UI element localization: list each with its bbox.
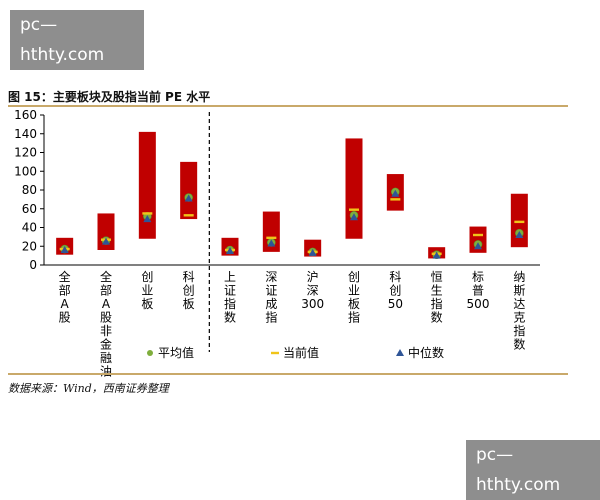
range-bar xyxy=(510,193,528,248)
current-marker xyxy=(142,212,153,215)
legend-label: 中位数 xyxy=(408,345,444,360)
y-tick-label: 140 xyxy=(14,127,37,141)
category-label: 科创 50 xyxy=(388,270,403,311)
figure-title: 图 15：主要板块及股指当前 PE 水平 xyxy=(8,90,211,104)
y-tick-label: 20 xyxy=(22,239,37,253)
y-tick-label: 100 xyxy=(14,164,37,178)
category-label: 深证成指 xyxy=(265,270,277,325)
current-marker xyxy=(183,214,194,217)
category-label: 标普 500 xyxy=(467,270,490,311)
y-tick-label: 40 xyxy=(22,221,37,235)
current-marker xyxy=(266,236,277,240)
median-marker xyxy=(308,248,317,256)
median-marker xyxy=(350,213,358,221)
current-marker xyxy=(349,208,359,211)
median-marker xyxy=(391,189,400,197)
source-rule xyxy=(8,373,568,375)
range-bar xyxy=(262,211,280,252)
category-label: 全部 A 股 xyxy=(59,269,71,325)
current-marker xyxy=(473,233,483,237)
y-tick-label: 80 xyxy=(22,183,37,197)
category-label: 创业板 xyxy=(141,270,153,311)
range-bar xyxy=(138,131,156,239)
legend-label: 当前值 xyxy=(283,345,319,360)
legend-mean-swatch xyxy=(147,350,153,356)
source-note: 数据来源：Wind，西南证券整理 xyxy=(8,382,169,395)
title-rule xyxy=(8,105,568,107)
category-label: 科创板 xyxy=(183,270,195,311)
median-marker xyxy=(143,215,152,223)
median-marker xyxy=(226,246,234,254)
median-marker xyxy=(60,246,69,253)
current-marker xyxy=(514,220,525,224)
category-label: 全部 A 股非金融油 xyxy=(100,269,112,379)
range-bar xyxy=(345,138,363,239)
legend-label: 平均值 xyxy=(158,345,194,360)
range-bar xyxy=(180,161,198,220)
pe-chart: 0 20 40 60 80 100 120 140 160 全部 A 股 全部 A 股非金融油 创业板 科创板 上… xyxy=(14,108,540,379)
median-marker xyxy=(102,237,110,245)
category-label: 创业板指 xyxy=(348,270,360,325)
category-label: 上证指数 xyxy=(224,270,236,325)
median-marker xyxy=(432,251,441,259)
category-label: 沪深 300 xyxy=(301,270,324,311)
median-marker xyxy=(267,239,276,247)
y-tick-label: 60 xyxy=(22,202,37,216)
category-label: 纳斯达克指数 xyxy=(513,270,525,352)
range-bar xyxy=(469,226,487,253)
y-tick-label: 120 xyxy=(14,146,37,160)
median-marker xyxy=(184,194,193,202)
legend-median-swatch xyxy=(396,349,404,356)
y-tick-label: 0 xyxy=(29,258,37,272)
legend-current-swatch xyxy=(271,351,279,355)
y-tick-label: 160 xyxy=(14,108,37,122)
watermark-top: pc—hthty.com xyxy=(10,10,144,70)
median-marker xyxy=(474,242,482,250)
median-marker xyxy=(515,231,524,238)
category-label: 恒生指数 xyxy=(431,270,443,325)
current-marker xyxy=(390,198,401,201)
